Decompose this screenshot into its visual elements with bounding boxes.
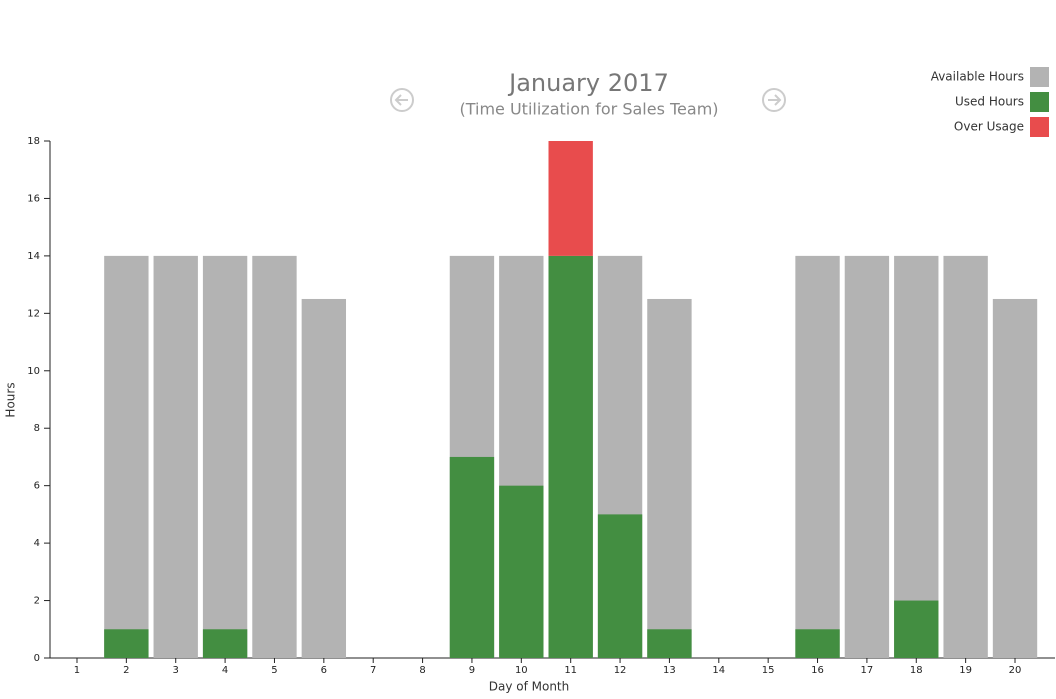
x-tick-label: 1 bbox=[74, 665, 80, 676]
x-tick-label: 16 bbox=[811, 665, 824, 676]
bar bbox=[202, 255, 248, 658]
bar bbox=[894, 600, 939, 658]
legend-swatch bbox=[1030, 67, 1049, 87]
y-tick-label: 4 bbox=[34, 538, 40, 549]
y-tick-label: 10 bbox=[27, 366, 40, 377]
x-tick-label: 11 bbox=[564, 665, 577, 676]
x-tick-label: 12 bbox=[614, 665, 627, 676]
bar bbox=[548, 141, 593, 256]
legend-label: Used Hours bbox=[955, 95, 1024, 109]
y-tick-label: 16 bbox=[27, 193, 40, 204]
y-axis-label: Hours bbox=[4, 382, 18, 417]
x-tick-label: 18 bbox=[910, 665, 923, 676]
bar bbox=[301, 298, 347, 658]
bar bbox=[104, 629, 149, 658]
x-tick-label: 14 bbox=[712, 665, 725, 676]
x-tick-label: 20 bbox=[1009, 665, 1022, 676]
bar bbox=[795, 629, 840, 658]
bar bbox=[647, 629, 692, 658]
bar bbox=[153, 255, 198, 658]
legend-label: Available Hours bbox=[931, 70, 1024, 84]
x-tick-label: 2 bbox=[123, 665, 129, 676]
bar bbox=[943, 255, 988, 658]
legend-swatch bbox=[1030, 92, 1049, 112]
bar bbox=[104, 255, 149, 658]
bar bbox=[894, 255, 939, 658]
x-tick-label: 9 bbox=[469, 665, 475, 676]
y-tick-label: 12 bbox=[27, 308, 40, 319]
x-tick-label: 5 bbox=[271, 665, 277, 676]
legend-label: Over Usage bbox=[954, 120, 1024, 134]
y-tick-label: 6 bbox=[34, 481, 40, 492]
y-tick-label: 0 bbox=[34, 653, 40, 664]
chart-subtitle: (Time Utilization for Sales Team) bbox=[459, 100, 718, 119]
x-tick-label: 4 bbox=[222, 665, 228, 676]
x-axis-label: Day of Month bbox=[489, 680, 570, 694]
x-tick-label: 6 bbox=[321, 665, 327, 676]
bar bbox=[844, 255, 890, 658]
bar bbox=[795, 255, 840, 658]
prev-button[interactable] bbox=[390, 88, 414, 112]
x-tick-label: 8 bbox=[419, 665, 425, 676]
x-tick-label: 17 bbox=[861, 665, 874, 676]
chart-title: January 2017 bbox=[507, 69, 669, 97]
x-tick-label: 13 bbox=[663, 665, 676, 676]
legend-swatch bbox=[1030, 117, 1049, 137]
bar bbox=[499, 485, 544, 658]
next-button[interactable] bbox=[762, 88, 786, 112]
x-tick-label: 10 bbox=[515, 665, 528, 676]
x-tick-label: 15 bbox=[762, 665, 775, 676]
x-tick-label: 7 bbox=[370, 665, 376, 676]
bar bbox=[647, 298, 692, 658]
x-tick-label: 19 bbox=[959, 665, 972, 676]
bar bbox=[449, 456, 495, 658]
y-tick-label: 14 bbox=[27, 251, 40, 262]
bar bbox=[992, 298, 1038, 658]
bar bbox=[202, 629, 248, 658]
x-tick-label: 3 bbox=[173, 665, 179, 676]
bar bbox=[548, 255, 593, 658]
y-tick-label: 8 bbox=[34, 423, 40, 434]
bar bbox=[252, 255, 297, 658]
bar bbox=[597, 514, 643, 658]
y-tick-label: 18 bbox=[27, 136, 40, 147]
y-tick-label: 2 bbox=[34, 596, 40, 607]
